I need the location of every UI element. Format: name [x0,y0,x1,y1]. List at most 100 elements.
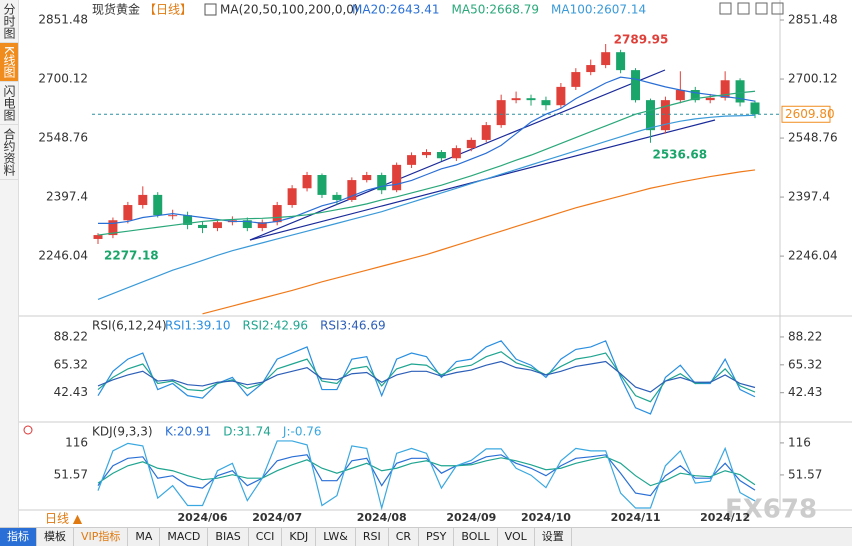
settings-icon[interactable] [23,425,33,435]
candle-body [660,100,670,131]
icon[interactable] [755,2,768,15]
candle-body [526,98,536,101]
legend-entry: RSI3:46.69 [320,319,386,333]
tab[interactable]: 闪电图 [0,82,18,125]
tab[interactable]: LW& [316,528,356,546]
series-line [97,114,756,300]
y-tick-label: 2397.4 [46,190,88,204]
candle-body [451,148,461,159]
candle-body [392,164,402,191]
legend-entry: K:20.91 [165,425,211,439]
candle-body [616,52,626,71]
legend-entry: D:31.74 [223,425,271,439]
candle-body [138,194,148,206]
tab[interactable]: MACD [160,528,209,546]
icon[interactable] [737,2,750,15]
candle-body [153,194,163,216]
tab[interactable]: MA [128,528,161,546]
series-line [97,440,756,511]
candle-body [302,175,312,189]
candle-body [422,152,431,156]
candle-body [317,175,327,195]
candle-body [511,98,521,101]
candle-body [347,180,357,200]
candle-body [720,80,730,98]
candle-body [272,205,282,223]
candle-body [198,224,208,229]
candle-body [377,175,387,191]
candle-body [601,52,611,66]
candle-body [541,100,551,106]
candle-body [362,175,372,181]
tab[interactable]: KDJ [282,528,317,546]
candle-body [496,100,506,126]
y-tick-label-right: 42.43 [788,385,822,399]
tab[interactable]: 模板 [37,528,74,546]
candle-body [556,86,566,106]
candle-body [705,97,715,101]
tab[interactable]: VIP指标 [74,528,129,546]
tab[interactable]: CR [389,528,420,546]
candle-body [183,215,193,225]
candle-body [466,139,476,149]
tab[interactable]: 分时图 [0,0,18,43]
legend-entry: MA100:2607.14 [551,3,646,17]
sidebar: 分时图 K线图 闪电图 合约资料 [0,0,19,527]
candle-body [436,152,446,159]
toolbar: 指标 模板 VIP指标 MA MACD BIAS CCI KDJ LW& RSI CR PSY BOLL… [0,527,852,546]
chart: 现货黄金 【日线】 MA(20,50,100,200,0,0) RSI(6,12… [18,0,852,527]
legend-entry: MA20:2643.41 [352,3,440,17]
series-line [97,351,756,403]
tab[interactable]: RSI [356,528,389,546]
watermark: FX678 [725,495,817,525]
last-price-box [781,105,831,123]
icon[interactable] [719,2,732,15]
rsi-title: RSI(6,12,24) [92,319,167,333]
x-tick-label: 2024/08 [357,511,407,524]
candle-body [108,220,118,236]
x-tick-label: 2024/09 [446,511,496,524]
icon[interactable] [771,2,784,15]
legend-entry: MA50:2668.79 [452,3,540,17]
candle-body [212,222,222,229]
tab[interactable]: BOLL [454,528,498,546]
tab[interactable]: VOL [498,528,535,546]
candle-body [645,100,655,131]
y-tick-label: 2246.04 [38,249,88,263]
series-line [97,360,756,393]
series-line [97,340,756,415]
tab[interactable]: BIAS [208,528,249,546]
legend-entry: J:-0.76 [282,425,322,439]
y-tick-label: 65.32 [54,357,88,371]
window-icons [719,2,784,15]
x-tick-label: 2024/10 [521,511,571,524]
tab[interactable]: CCI [249,528,283,546]
low-label: 2536.68 [652,147,707,161]
indicator-label: MA(20,50,100,200,0,0) [220,3,359,17]
period: 【日线】 [144,3,192,17]
y-tick-label: 116 [65,435,88,449]
tab[interactable]: 指标 [0,528,37,546]
y-tick-label: 88.22 [54,329,88,343]
chart-title: 现货黄金 [92,2,140,17]
tab[interactable]: PSY [419,528,455,546]
series-line [97,456,756,487]
y-tick-label-right: 2548.76 [788,131,838,145]
candle-body [481,125,491,140]
candle-body [631,70,641,101]
tab[interactable]: K线图 [0,43,18,82]
y-tick-label-right: 2700.12 [788,72,838,86]
y-tick-label-right: 116 [788,435,811,449]
y-tick-label: 51.57 [54,467,88,481]
background [18,0,852,527]
candle-body [750,102,760,115]
tab[interactable]: 合约资料 [0,125,18,180]
period-button[interactable]: 日线 ▲ [45,512,83,526]
x-tick-label: 2024/11 [611,511,661,524]
last-price-label: 2609.80 [785,107,835,121]
series-line [98,76,756,224]
candle-body [332,194,342,200]
candle-body [571,72,581,87]
tab[interactable]: 设置 [535,528,572,546]
